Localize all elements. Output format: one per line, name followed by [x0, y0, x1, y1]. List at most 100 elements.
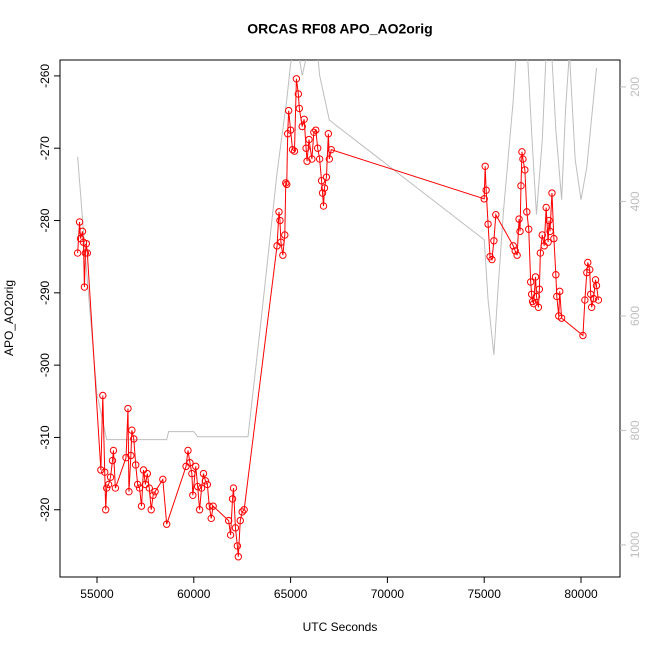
- data-point: [101, 468, 109, 476]
- data-point: [481, 162, 489, 170]
- y-tick-label: -280: [38, 208, 52, 232]
- data-point: [519, 155, 527, 163]
- data-point: [526, 278, 535, 286]
- data-point: [83, 249, 92, 257]
- data-point: [137, 502, 146, 510]
- data-point: [300, 115, 308, 123]
- data-point: [186, 459, 194, 467]
- data-point: [197, 484, 206, 492]
- data-point: [78, 227, 87, 236]
- data-point: [275, 208, 283, 216]
- data-point: [532, 292, 541, 301]
- data-point: [546, 227, 554, 236]
- y-tick-label: -300: [38, 353, 52, 377]
- data-point: [521, 166, 529, 174]
- chart-title: ORCAS RF08 APO_AO2orig: [247, 21, 432, 37]
- data-point: [226, 531, 235, 539]
- data-point: [73, 249, 82, 257]
- data-point: [145, 484, 153, 492]
- data-point: [284, 106, 293, 115]
- data-point: [518, 148, 526, 156]
- y-axis-label: APO_AO2orig: [2, 280, 16, 356]
- x-tick-label: 60000: [177, 587, 211, 601]
- data-point: [233, 542, 242, 550]
- x-tick-label: 70000: [371, 587, 405, 601]
- data-point: [531, 273, 540, 281]
- data-point: [513, 251, 521, 259]
- data-point: [276, 216, 284, 225]
- data-point: [294, 90, 303, 98]
- data-point: [515, 215, 523, 223]
- data-point: [492, 211, 500, 219]
- data-point: [523, 208, 531, 216]
- data-point: [581, 296, 589, 304]
- data-point: [490, 237, 498, 245]
- y2-tick-label: 800: [628, 420, 642, 440]
- data-point: [130, 435, 138, 443]
- data-point: [203, 480, 212, 489]
- data-point: [579, 331, 587, 340]
- data-point: [587, 303, 596, 311]
- y2-tick-label: 200: [628, 77, 642, 97]
- data-point: [591, 276, 600, 284]
- data-point: [288, 145, 297, 154]
- data-point: [229, 484, 238, 492]
- data-point: [303, 157, 311, 165]
- data-point: [594, 296, 603, 304]
- data-point: [310, 128, 318, 137]
- data-point: [511, 247, 519, 255]
- x-tick-label: 65000: [274, 587, 308, 601]
- data-point: [534, 303, 543, 311]
- data-point: [286, 126, 295, 134]
- y2-tick-label: 600: [628, 306, 642, 326]
- data-point: [75, 218, 84, 226]
- data-point: [108, 456, 117, 465]
- data-point: [189, 491, 197, 499]
- data-point: [104, 480, 113, 489]
- data-point: [319, 202, 328, 210]
- data-point: [295, 104, 304, 113]
- data-point: [106, 473, 115, 481]
- data-point: [159, 475, 167, 484]
- plot-area: [73, 60, 603, 561]
- data-point: [305, 135, 313, 144]
- data-point: [324, 130, 333, 138]
- data-point: [201, 477, 210, 485]
- data-point: [545, 216, 553, 225]
- data-point: [133, 480, 142, 489]
- data-point: [517, 182, 525, 190]
- data-point: [589, 294, 598, 303]
- data-point: [205, 502, 213, 510]
- data-point: [552, 271, 560, 279]
- data-point: [529, 299, 538, 308]
- data-point: [283, 180, 291, 189]
- data-point: [184, 446, 192, 455]
- data-point: [135, 484, 144, 492]
- data-point: [143, 469, 152, 478]
- data-point: [315, 155, 324, 163]
- data-point: [480, 195, 488, 203]
- data-point: [308, 155, 316, 163]
- data-point: [482, 186, 490, 194]
- data-point: [488, 255, 496, 264]
- data-point: [318, 189, 327, 197]
- y2-tick-label: 400: [628, 191, 642, 211]
- data-point: [192, 462, 200, 471]
- data-point: [109, 446, 118, 455]
- data-point: [132, 461, 140, 469]
- data-point: [102, 484, 111, 492]
- data-point: [536, 249, 545, 257]
- data-point: [97, 466, 105, 474]
- data-point: [281, 231, 289, 239]
- data-point: [327, 145, 335, 154]
- data-point: [525, 225, 533, 233]
- data-point: [207, 514, 215, 523]
- data-point: [125, 487, 133, 496]
- data-point: [325, 155, 334, 163]
- series-line: [77, 60, 597, 441]
- series-line: [77, 78, 599, 557]
- data-point: [516, 227, 524, 236]
- x-tick-label: 55000: [80, 587, 114, 601]
- data-point: [586, 265, 594, 274]
- data-point: [102, 506, 110, 514]
